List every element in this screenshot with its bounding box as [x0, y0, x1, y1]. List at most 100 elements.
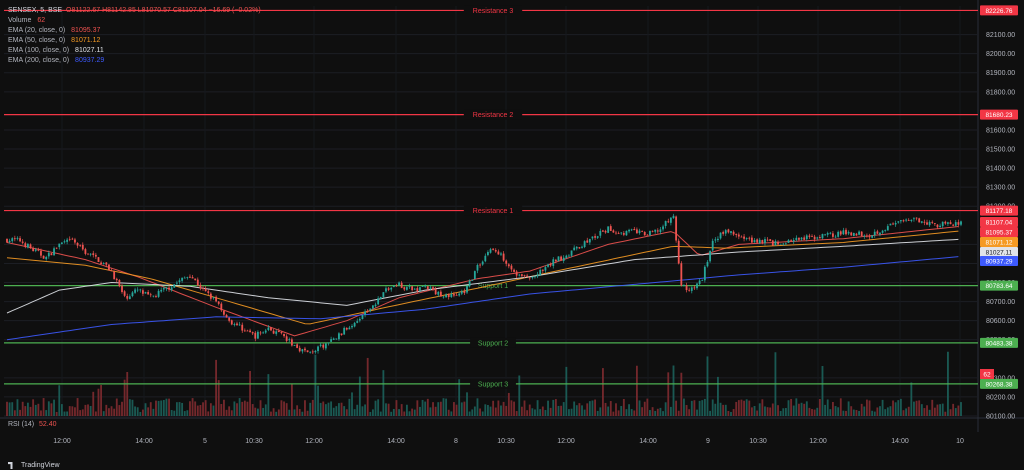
- candle-body: [568, 255, 570, 257]
- candle-body: [777, 241, 779, 245]
- candle-body: [960, 221, 962, 225]
- candle-body: [821, 234, 824, 239]
- candle-body: [168, 287, 170, 290]
- volume-bar: [931, 399, 934, 416]
- volume-bar: [108, 408, 110, 416]
- candle-body: [115, 278, 118, 281]
- volume-bar: [170, 410, 173, 416]
- candle-body: [750, 237, 753, 243]
- volume-bar: [50, 403, 53, 416]
- volume-bar: [105, 404, 108, 416]
- volume-bar: [918, 400, 921, 416]
- volume-bar: [306, 410, 309, 416]
- volume-bar: [549, 407, 552, 416]
- time-axis[interactable]: 12:00 14:00 5 10:30 12:00 14:00 8 10:30 12:00 14:…: [53, 438, 964, 445]
- volume-bar: [92, 391, 95, 416]
- candle-body: [366, 310, 369, 312]
- candle-body: [954, 222, 957, 226]
- candle-body: [643, 231, 646, 236]
- candle-body: [706, 261, 709, 267]
- candle-body: [581, 246, 583, 248]
- candle-body: [108, 264, 110, 271]
- volume-bar: [685, 405, 688, 416]
- rsi-legend[interactable]: RSI (14) 52.40: [8, 421, 57, 428]
- candle-body: [424, 285, 427, 287]
- candle-body: [852, 233, 855, 236]
- candle-body: [63, 241, 66, 243]
- level-label: Resistance 2: [473, 112, 514, 119]
- candle-body: [437, 291, 440, 295]
- volume-bar: [468, 411, 471, 416]
- ema100-row[interactable]: EMA (100, close, 0) 81027.11: [8, 46, 263, 56]
- candle-body: [16, 237, 19, 239]
- volume-bar: [923, 408, 926, 416]
- candle-body: [745, 238, 748, 240]
- time-tick-label: 12:00: [53, 438, 71, 445]
- volume-bar: [863, 406, 866, 416]
- volume-bar: [136, 407, 139, 416]
- volume-bar: [183, 411, 186, 416]
- candle-body: [144, 292, 147, 294]
- candle-body: [392, 285, 395, 288]
- volume-bar: [910, 382, 913, 416]
- ema20-row[interactable]: EMA (20, close, 0) 81095.37: [8, 26, 263, 36]
- price-tick-label: 80600.00: [986, 318, 1015, 325]
- candle-body: [688, 289, 691, 291]
- volume-bar: [71, 406, 74, 416]
- candle-body: [238, 324, 241, 326]
- candle-body: [60, 242, 63, 244]
- candle-body: [212, 297, 215, 299]
- volume-bar: [824, 404, 827, 416]
- volume-bar: [552, 399, 555, 416]
- tradingview-logo[interactable]: TradingView: [8, 462, 60, 469]
- candle-body: [191, 277, 194, 279]
- candle-body: [583, 241, 586, 248]
- time-tick-label: 14:00: [387, 438, 405, 445]
- candle-body: [319, 344, 322, 346]
- candle-body: [612, 230, 615, 233]
- candle-body: [351, 325, 353, 328]
- candle-body: [497, 251, 500, 255]
- candle-body: [249, 330, 251, 333]
- volume-bar: [335, 406, 338, 416]
- candle-body: [562, 257, 565, 261]
- volume-bar: [296, 405, 299, 416]
- volume-bar: [602, 368, 604, 416]
- candle-body: [79, 244, 82, 246]
- candle-body: [468, 280, 471, 287]
- volume-bar: [387, 403, 390, 416]
- volume-bar: [487, 405, 489, 416]
- volume-bar: [212, 405, 215, 416]
- volume-bar: [270, 411, 272, 416]
- price-tag: [980, 237, 1018, 247]
- volume-row[interactable]: Volume 62: [8, 16, 263, 26]
- candle-body: [920, 221, 923, 223]
- ema200-row[interactable]: EMA (200, close, 0) 80937.29: [8, 56, 263, 66]
- volume-bar: [426, 398, 429, 416]
- volume-bar: [832, 401, 834, 416]
- volume-bar: [531, 408, 534, 416]
- volume-bar: [238, 398, 241, 416]
- volume-bar: [139, 411, 142, 416]
- volume-bar: [199, 405, 202, 416]
- candle-body: [774, 241, 777, 246]
- volume-bar: [852, 409, 855, 416]
- candle-body: [719, 232, 722, 239]
- candle-body: [957, 222, 960, 225]
- candle-body: [21, 241, 24, 243]
- volume-bar: [515, 411, 518, 416]
- volume-bar: [782, 408, 785, 416]
- candle-body: [798, 237, 800, 240]
- volume-bar: [128, 399, 131, 416]
- ema50-row[interactable]: EMA (50, close, 0) 81071.12: [8, 36, 263, 46]
- volume-bar: [949, 409, 952, 416]
- candle-body: [698, 280, 701, 285]
- candle-body: [625, 230, 628, 236]
- volume-bar: [672, 365, 675, 416]
- candle-body: [714, 239, 717, 241]
- volume-bar: [905, 408, 908, 416]
- symbol-label[interactable]: SENSEX, 5, BSE: [8, 7, 63, 14]
- volume-bar: [615, 403, 617, 416]
- candle-body: [505, 260, 508, 264]
